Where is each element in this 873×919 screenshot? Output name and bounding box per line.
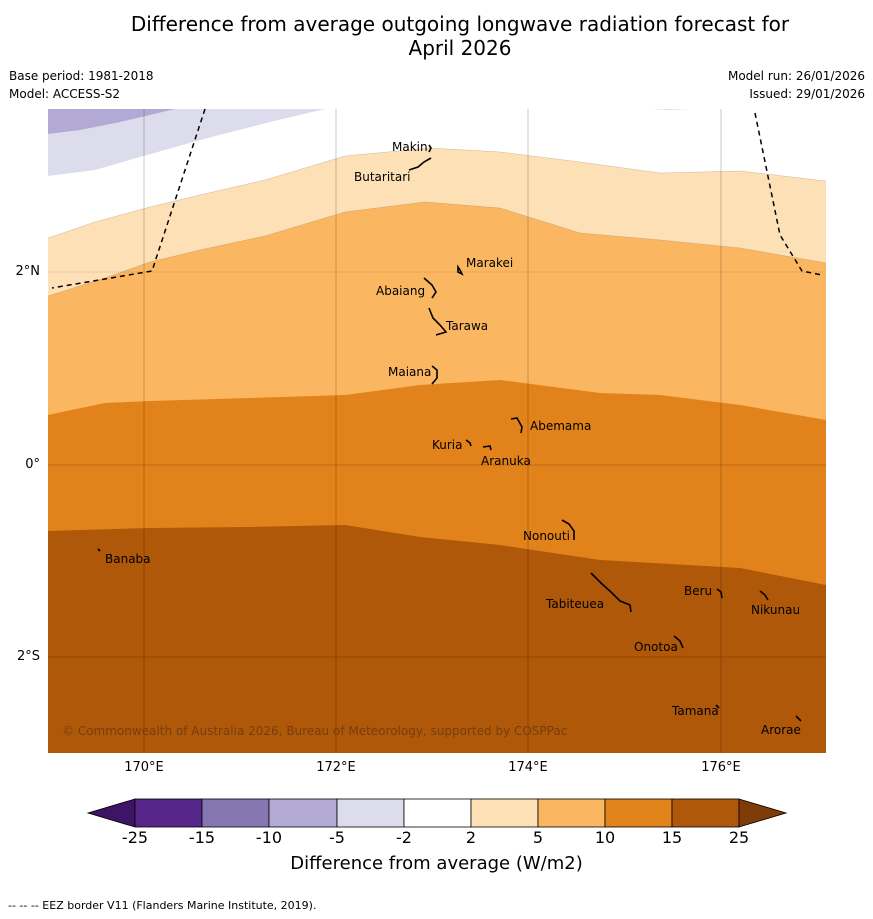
place-kuria: Kuria: [432, 438, 463, 452]
island-marakei: [457, 264, 464, 276]
x-tick-172e: 172°E: [316, 760, 356, 775]
islands: [97, 144, 802, 722]
colorbar-segment: [201, 798, 270, 828]
place-maiana: Maiana: [388, 365, 431, 379]
place-onotoa: Onotoa: [634, 640, 678, 654]
place-nonouti: Nonouti: [523, 529, 570, 543]
island-maiana: [431, 365, 438, 385]
place-tamana: Tamana: [671, 704, 719, 718]
chart-title: Difference from average outgoing longwav…: [0, 12, 873, 60]
copyright-notice: © Commonwealth of Australia 2026, Bureau…: [62, 724, 568, 738]
colorbar-segment: [134, 798, 203, 828]
place-abaiang: Abaiang: [376, 284, 425, 298]
colorbar-tick: -25: [121, 828, 149, 847]
colorbar-tick: 5: [532, 828, 544, 847]
colorbar-tick: -10: [255, 828, 283, 847]
island-butaritari: [408, 157, 432, 171]
place-marakei: Marakei: [466, 256, 513, 270]
place-tabiteuea: Tabiteuea: [545, 597, 604, 611]
place-arorae: Arorae: [761, 723, 801, 737]
colorbar-segment: [470, 798, 539, 828]
graticule: [48, 109, 826, 753]
band-neg5-neg10: [48, 109, 175, 134]
meta-right: Model run: 26/01/2026 Issued: 29/01/2026: [728, 67, 865, 103]
island-onotoa: [673, 635, 684, 649]
island-makin: [428, 144, 432, 153]
issued-date: Issued: 29/01/2026: [749, 87, 865, 101]
colorbar-tick: -5: [329, 828, 345, 847]
colorbar-tick: 15: [661, 828, 683, 847]
place-abemama: Abemama: [530, 419, 591, 433]
colorbar-segment: [268, 798, 338, 828]
island-nonouti: [561, 519, 575, 540]
eez-footnote: -- -- -- EEZ border V11 (Flanders Marine…: [8, 899, 317, 912]
colorbar-tick: -15: [188, 828, 216, 847]
place-nikunau: Nikunau: [751, 603, 800, 617]
x-tick-170e: 170°E: [124, 760, 164, 775]
place-makin: Makin: [392, 140, 428, 154]
island-nikunau: [759, 590, 769, 601]
colorbar-low-extension: [86, 798, 136, 828]
base-period: Base period: 1981-2018: [9, 69, 154, 83]
colorbar-tick: -2: [396, 828, 412, 847]
colorbar-segment: [403, 798, 472, 828]
colorbar-tick: 25: [728, 828, 750, 847]
place-butaritari: Butaritari: [354, 170, 411, 184]
title-line-2: April 2026: [408, 36, 512, 60]
colorbar-label: Difference from average (W/m2): [290, 853, 583, 874]
island-abaiang: [423, 277, 437, 299]
band-neg2-neg5-right: [650, 109, 690, 110]
island-banaba: [97, 548, 101, 552]
meta-left: Base period: 1981-2018 Model: ACCESS-S2: [9, 67, 154, 103]
place-tarawa: Tarawa: [445, 319, 488, 333]
island-aranuka: [482, 445, 492, 451]
y-tick-2s: 2°S: [16, 649, 40, 664]
x-tick-176e: 176°E: [701, 760, 741, 775]
island-tabiteuea: [590, 572, 632, 613]
island-beru: [716, 588, 723, 599]
colorbar-tick: 2: [465, 828, 477, 847]
x-tick-174e: 174°E: [508, 760, 548, 775]
colorbar-segment: [336, 798, 405, 828]
colorbar-segment: [537, 798, 606, 828]
band-neg2-neg5: [48, 109, 325, 176]
island-tamana: [715, 704, 720, 709]
eez-border: [51, 108, 823, 289]
island-abemama: [510, 417, 523, 434]
island-arorae: [795, 715, 802, 722]
colorbar-segment: [671, 798, 740, 828]
band-neutral: [48, 109, 826, 238]
y-tick-2n: 2°N: [15, 264, 41, 279]
island-kuria: [465, 439, 472, 447]
y-tick-0: 0°: [25, 457, 40, 472]
place-aranuka: Aranuka: [481, 454, 531, 468]
island-tarawa: [428, 307, 448, 336]
place-banaba: Banaba: [105, 552, 151, 566]
colorbar-high-extension: [738, 798, 788, 828]
contour-bands: [48, 109, 826, 753]
colorbar: [86, 798, 788, 828]
model-name: Model: ACCESS-S2: [9, 87, 121, 101]
colorbar-tick: 10: [594, 828, 616, 847]
title-line-1: Difference from average outgoing longwav…: [130, 12, 790, 36]
colorbar-segment: [604, 798, 673, 828]
place-beru: Beru: [684, 584, 712, 598]
model-run: Model run: 26/01/2026: [727, 69, 865, 83]
